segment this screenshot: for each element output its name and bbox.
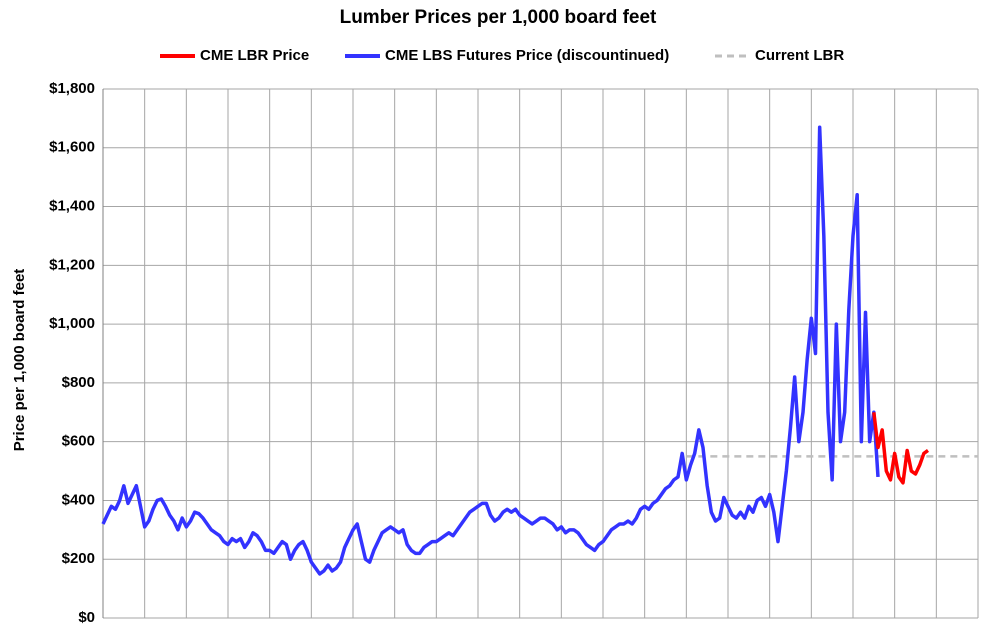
line-series [872, 412, 930, 485]
y-tick-label: $1,800 [49, 80, 95, 97]
y-tick-label: $400 [62, 491, 95, 508]
y-tick-label: $800 [62, 374, 95, 391]
legend-item: CME LBS Futures Price (discountinued) [345, 47, 669, 64]
chart-title: Lumber Prices per 1,000 board feet [340, 7, 657, 28]
legend-label: CME LBR Price [200, 47, 309, 64]
legend-item: CME LBR Price [160, 47, 309, 64]
y-tick-label: $1,400 [49, 198, 95, 215]
y-tick-label: $200 [62, 550, 95, 567]
y-tick-label: $1,000 [49, 315, 95, 332]
y-tick-label: $0 [78, 609, 95, 626]
y-tick-label: $600 [62, 433, 95, 450]
y-axis-label: Price per 1,000 board feet [11, 269, 28, 452]
legend-item: Current LBR [715, 47, 844, 64]
y-tick-label: $1,200 [49, 256, 95, 273]
legend-label: CME LBS Futures Price (discountinued) [385, 47, 669, 64]
line-series [101, 125, 880, 576]
y-tick-label: $1,600 [49, 139, 95, 156]
legend-label: Current LBR [755, 47, 844, 64]
